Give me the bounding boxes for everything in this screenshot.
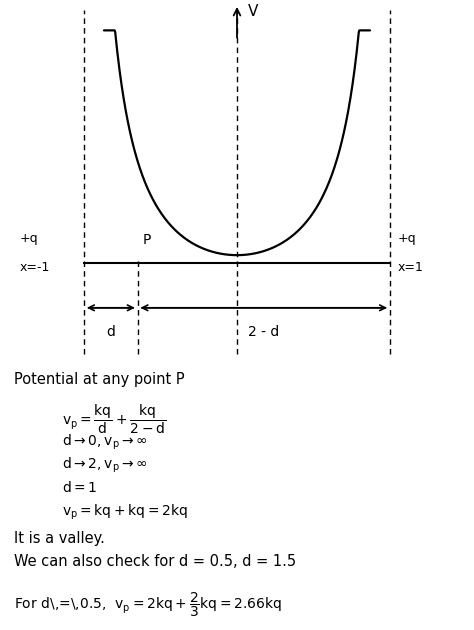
Text: +q: +q: [20, 232, 38, 246]
Text: Potential at any point P: Potential at any point P: [14, 372, 185, 387]
Text: P: P: [142, 233, 151, 247]
Text: We can also check for d = 0.5, d = 1.5: We can also check for d = 0.5, d = 1.5: [14, 554, 296, 569]
Text: For d\,=\,0.5,  $\mathrm{v_p = 2kq + \dfrac{2}{3}kq = 2.66kq}$: For d\,=\,0.5, $\mathrm{v_p = 2kq + \dfr…: [14, 591, 283, 619]
Text: V: V: [248, 4, 258, 19]
Text: +q: +q: [398, 232, 416, 246]
Text: d: d: [107, 325, 115, 339]
Text: $\mathrm{v_p = \dfrac{kq}{d} + \dfrac{kq}{2-d}}$: $\mathrm{v_p = \dfrac{kq}{d} + \dfrac{kq…: [62, 403, 166, 436]
Text: 2 - d: 2 - d: [248, 325, 279, 339]
Text: $\mathrm{d \rightarrow 0, v_p \rightarrow \infty}$: $\mathrm{d \rightarrow 0, v_p \rightarro…: [62, 433, 147, 452]
Text: $\mathrm{d = 1}$: $\mathrm{d = 1}$: [62, 479, 97, 495]
Text: $\mathrm{v_p = kq + kq = 2kq}$: $\mathrm{v_p = kq + kq = 2kq}$: [62, 503, 188, 522]
Text: x=1: x=1: [398, 261, 423, 274]
Text: x=-1: x=-1: [20, 261, 50, 274]
Text: $\mathrm{d \rightarrow 2, v_p \rightarrow \infty}$: $\mathrm{d \rightarrow 2, v_p \rightarro…: [62, 456, 147, 476]
Text: It is a valley.: It is a valley.: [14, 530, 105, 546]
